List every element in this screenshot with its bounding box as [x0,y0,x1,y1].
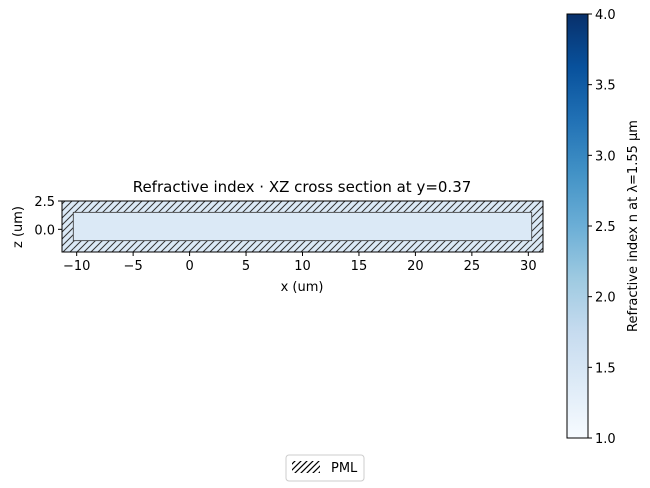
legend-pml-label: PML [331,461,358,476]
colorbar: 1.0 1.5 2.0 2.5 3.0 3.5 4.0 [566,8,616,447]
y-axis-label: z (um) [11,206,26,248]
x-ticks: −10 −5 0 5 10 15 20 25 30 [63,252,537,274]
x-tick-label: −10 [63,259,90,274]
colorbar-tick-label: 2.5 [595,220,616,235]
x-tick-label: 15 [351,259,368,274]
x-tick-label: −5 [124,259,143,274]
plot-area: −10 −5 0 5 10 15 20 25 30 0.0 2.5 [34,195,544,274]
pml-regions [62,201,543,252]
legend-pml-swatch [292,461,320,473]
colorbar-tick-label: 3.0 [595,149,616,164]
x-tick-label: 20 [407,259,424,274]
chart-title: Refractive index · XZ cross section at y… [133,178,472,196]
colorbar-gradient [566,13,589,439]
pml-inner-edge [72,211,533,242]
pml-left [62,201,74,252]
colorbar-tick-label: 3.5 [595,79,616,94]
colorbar-tick-label: 1.5 [595,361,616,376]
y-tick-label: 2.5 [34,195,55,210]
colorbar-tick-label: 1.0 [595,432,616,447]
y-tick-label: 0.0 [34,223,55,238]
y-ticks: 0.0 2.5 [34,195,62,238]
legend: PML [285,454,365,482]
colorbar-label: Refractive index n at λ=1.55 µm [626,120,641,332]
x-tick-label: 0 [185,259,193,274]
colorbar-ticks: 1.0 1.5 2.0 2.5 3.0 3.5 4.0 [588,8,616,447]
colorbar-tick-label: 4.0 [595,8,616,23]
colorbar-tick-label: 2.0 [595,291,616,306]
x-tick-label: 25 [464,259,481,274]
x-tick-label: 30 [520,259,537,274]
x-tick-label: 5 [242,259,250,274]
pml-bottom [73,240,532,252]
pml-top [73,201,532,213]
x-axis-label: x (um) [281,280,324,295]
pml-right [531,201,543,252]
x-tick-label: 10 [294,259,311,274]
